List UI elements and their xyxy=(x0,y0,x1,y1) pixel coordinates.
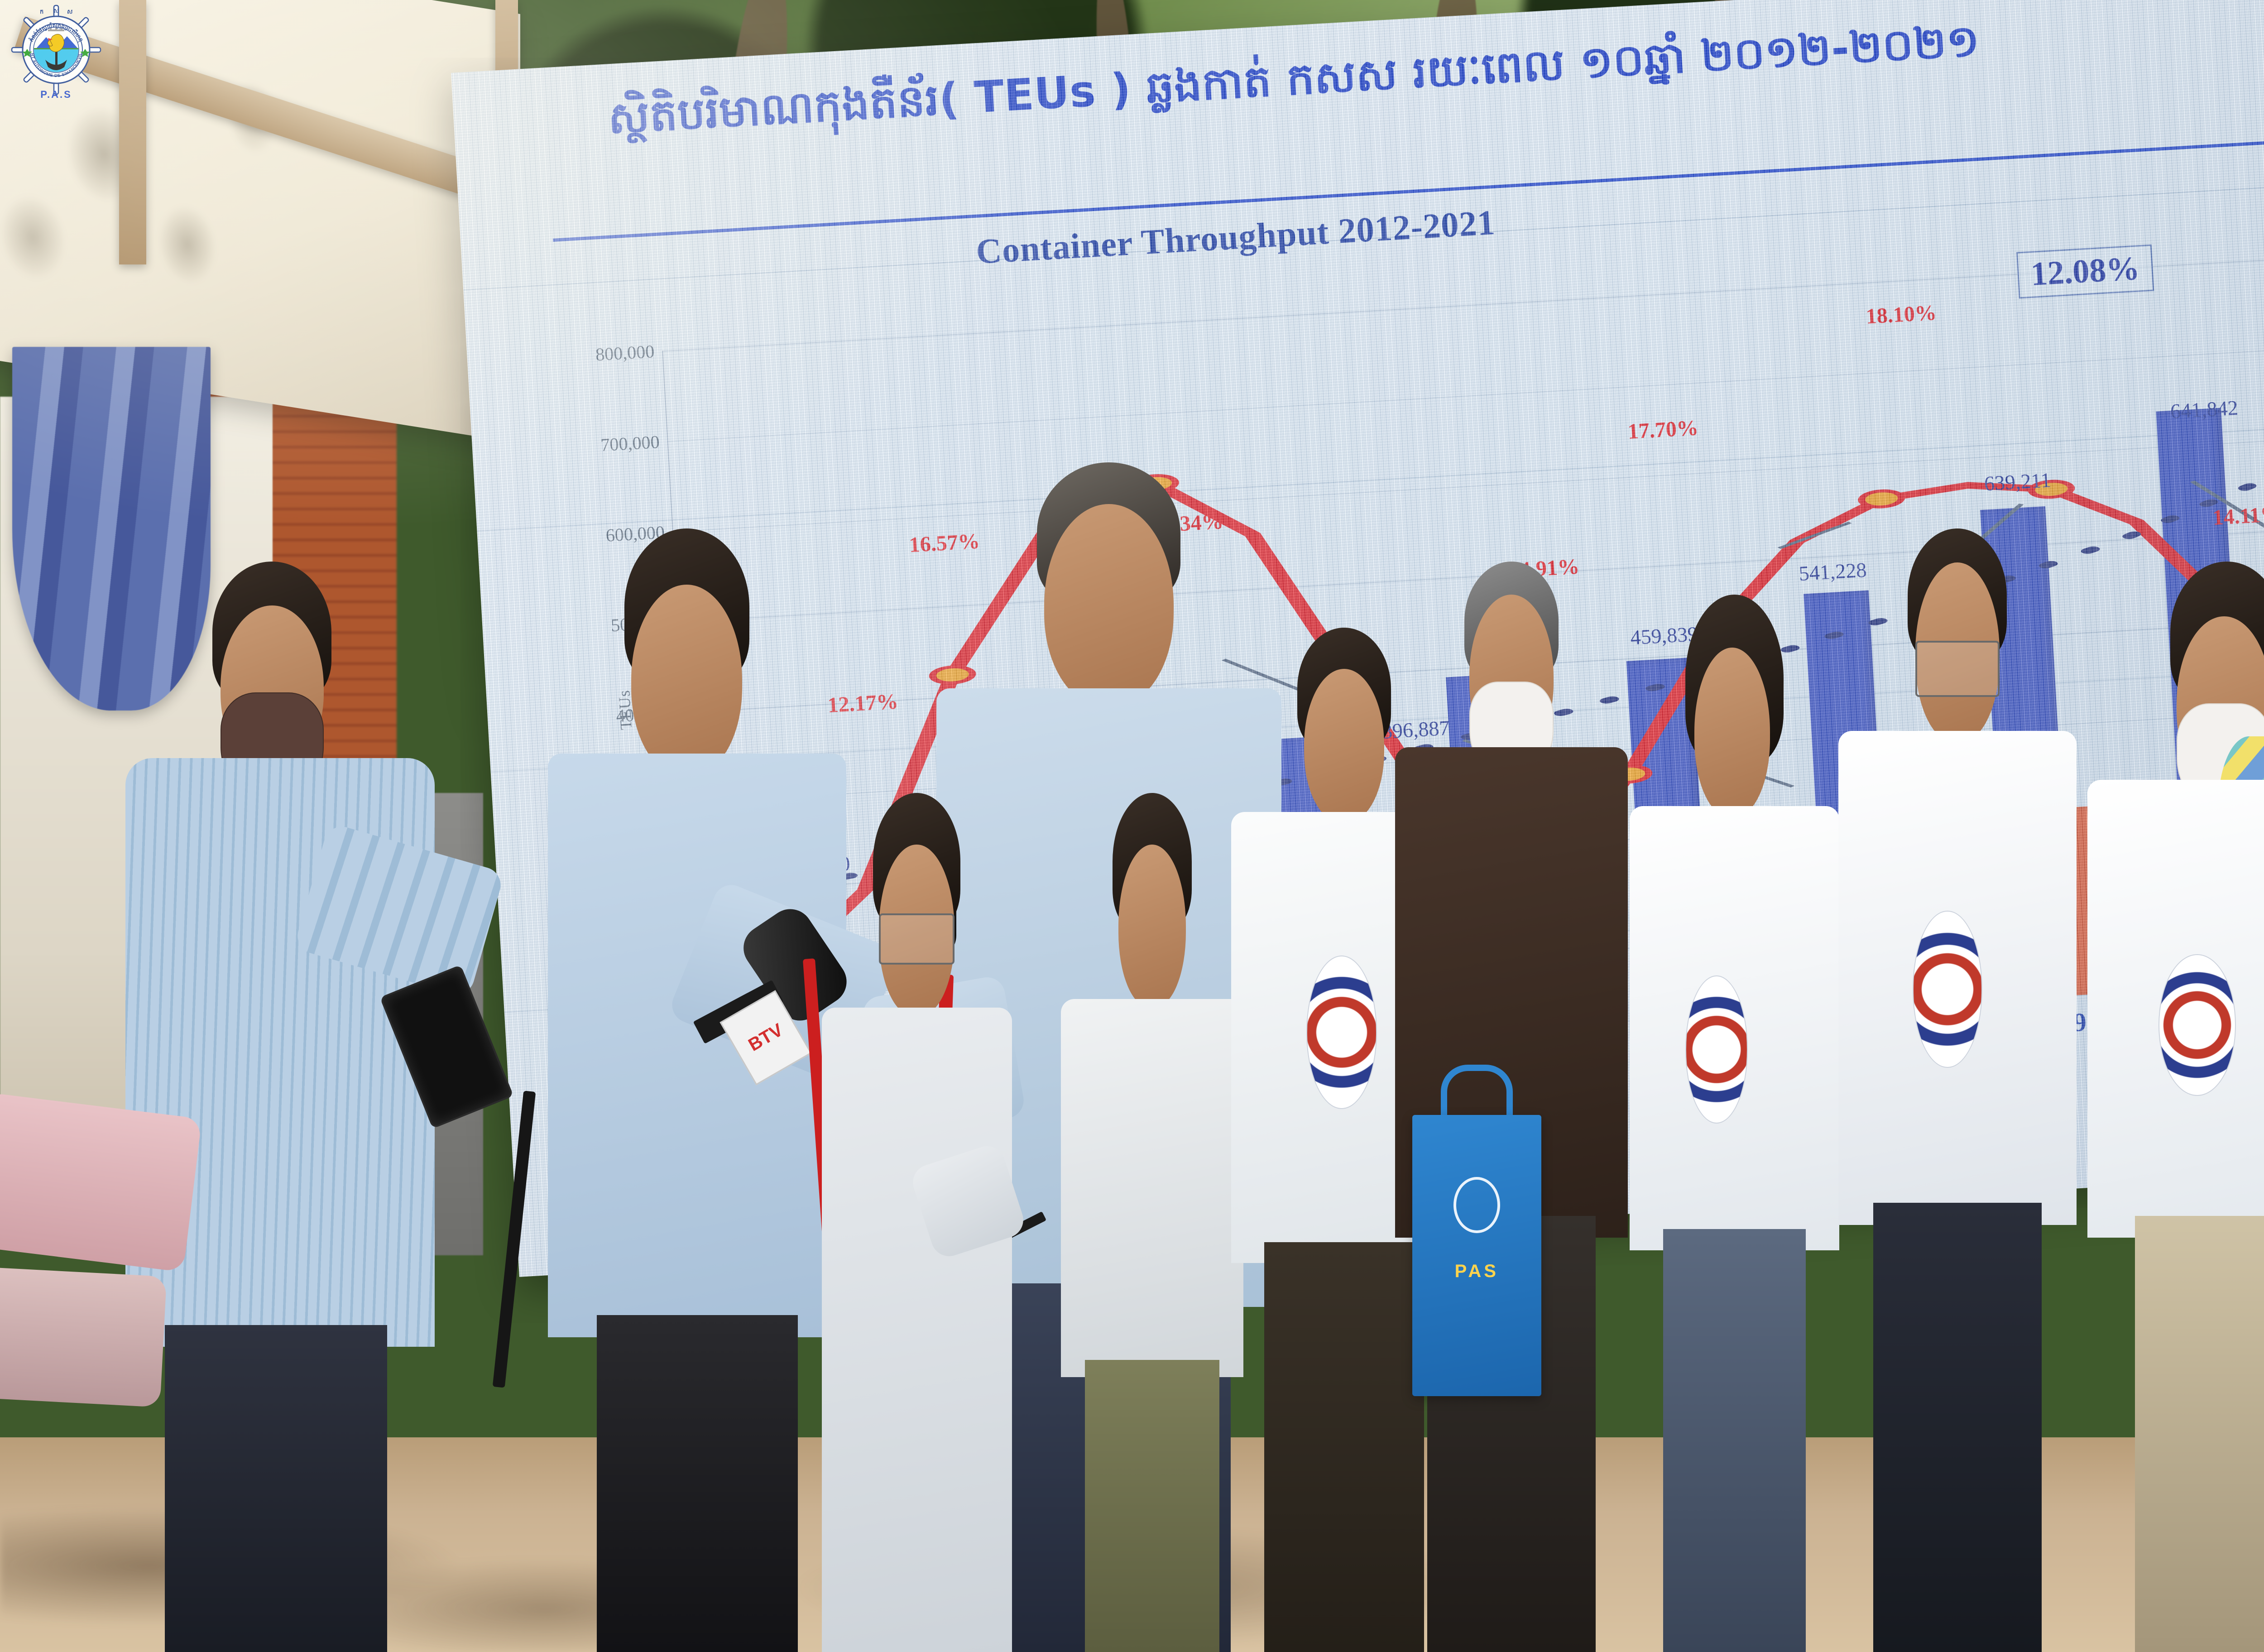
pas-tote-bag: PAS xyxy=(1412,1064,1541,1396)
canopy-post xyxy=(119,0,146,264)
person-woman-white-polo xyxy=(1623,595,1846,1652)
pas-logo-abbreviation: P.A.S xyxy=(40,89,72,100)
person-man-white-polo-glasses xyxy=(1833,528,2081,1652)
value-label-2021: 641,842 xyxy=(2169,395,2239,423)
svg-text:ក: ក xyxy=(40,9,43,15)
svg-text:ស: ស xyxy=(53,8,59,14)
tshirt-emblem xyxy=(1685,975,1748,1124)
svg-text:ស: ស xyxy=(67,9,73,15)
rate-label-2020: 14.11% xyxy=(2212,502,2264,530)
rate-label-2018: 17.70% xyxy=(1627,415,1699,444)
tshirt-emblem xyxy=(2158,954,2236,1096)
person-right-scarf xyxy=(2081,562,2264,1652)
pas-logo-watermark: កំពង់ផែ​ស្វយ័ត​ក្រុង​ព្រះសីហនុ PORT AUTO… xyxy=(11,5,101,95)
value-label-2020: 639,211 xyxy=(1983,468,2052,495)
eyeglasses xyxy=(1915,641,2000,697)
eyeglasses xyxy=(879,913,955,965)
y-tick-label: 800,000 xyxy=(595,341,655,365)
tshirt-emblem xyxy=(1306,956,1377,1109)
blue-cloth-drape xyxy=(12,347,211,711)
person-official-blue-shirt xyxy=(520,528,902,1652)
tshirt-emblem xyxy=(1913,910,1982,1068)
rate-label-2019: 18.10% xyxy=(1865,300,1937,329)
person-glasses-behind xyxy=(818,793,1028,1652)
person-partial-left-arm xyxy=(0,1057,202,1652)
tote-label: PAS xyxy=(1454,1261,1499,1281)
rate-label-2021-boxed: 12.08% xyxy=(2016,244,2154,299)
y-tick-label: 700,000 xyxy=(600,431,660,455)
person-back-grey xyxy=(1053,793,1252,1652)
